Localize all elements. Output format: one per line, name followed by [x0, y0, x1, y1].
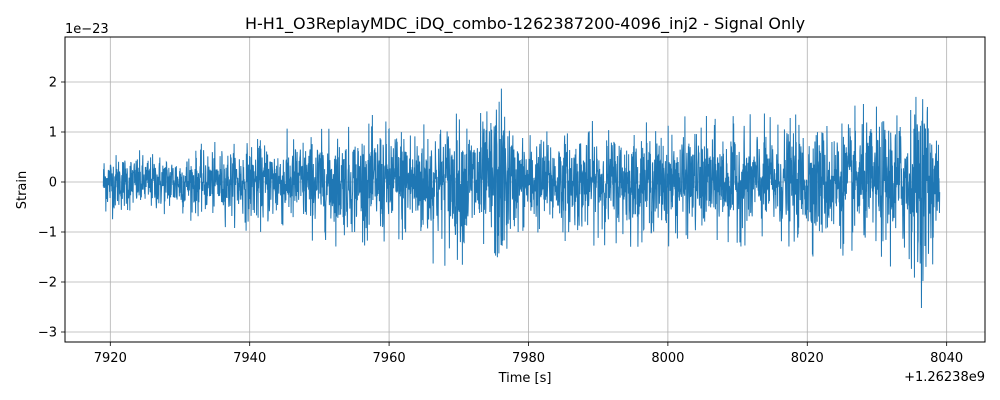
signal-series [102, 88, 941, 308]
x-tick-label: 8000 [651, 351, 684, 366]
y-axis-label: Strain [15, 171, 30, 210]
y-tick-label: −3 [38, 326, 57, 341]
y-tick-label: 0 [49, 176, 57, 191]
x-axis-label: Time [s] [498, 371, 552, 386]
x-tick-label: 7920 [94, 351, 127, 366]
y-scale-label: 1e−23 [65, 22, 109, 37]
y-tick-label: 1 [49, 126, 57, 141]
x-tick-label: 7960 [373, 351, 406, 366]
x-tick-label: 8040 [930, 351, 963, 366]
axes-frame [64, 36, 986, 343]
x-tick-label: 7940 [233, 351, 266, 366]
x-offset-label: +1.26238e9 [904, 370, 985, 385]
y-tick-label: 2 [49, 76, 57, 91]
chart-title: H-H1_O3ReplayMDC_iDQ_combo-1262387200-40… [245, 14, 805, 34]
x-axis-ticks: 7920 7940 7960 7980 8000 8020 8040 [94, 342, 963, 366]
y-axis-ticks: −3 −2 −1 0 1 2 [38, 76, 65, 341]
x-tick-label: 8020 [791, 351, 824, 366]
strain-line [102, 88, 941, 308]
y-tick-label: −1 [38, 226, 57, 241]
x-tick-label: 7980 [512, 351, 545, 366]
y-tick-label: −2 [38, 276, 57, 291]
